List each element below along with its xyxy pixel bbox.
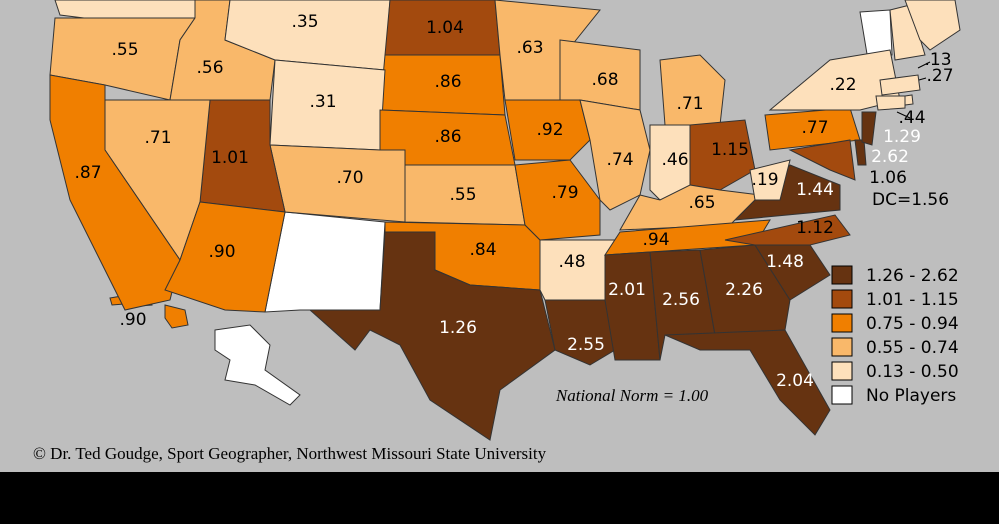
state [854, 139, 867, 166]
leader-line [896, 111, 911, 119]
legend-label: 1.26 - 2.62 [866, 266, 959, 286]
state-value: .46 [661, 150, 688, 170]
leader-line [917, 61, 931, 69]
state-value: .55 [449, 185, 476, 205]
state [699, 244, 791, 336]
state-labels: .55 .56 .35 1.04 .86 .31 .86 .55 .84 1.26 .70 1.01.… [74, 12, 953, 391]
state-value: .90 [208, 242, 235, 262]
legend-swatch [831, 337, 853, 357]
state-value: .63 [516, 38, 543, 58]
state [889, 4, 926, 61]
state [861, 111, 877, 146]
state-value: .56 [196, 58, 223, 78]
state-value: 2.56 [662, 290, 700, 310]
state-value: 1.15 [711, 140, 749, 160]
state [264, 211, 386, 313]
state-value: .71 [676, 94, 703, 114]
state-value: 1.48 [766, 252, 804, 272]
state [904, 0, 961, 51]
state [904, 94, 914, 106]
state-value: 1.12 [796, 218, 834, 238]
state-value: .79 [551, 183, 578, 203]
state-value: .87 [74, 163, 101, 183]
legend-swatch [831, 385, 853, 405]
state [604, 251, 661, 361]
state-value: .90 [119, 310, 146, 330]
state-value: 1.04 [426, 18, 464, 38]
state [619, 184, 762, 231]
state [879, 74, 921, 96]
legend-label: 0.75 - 0.94 [866, 314, 959, 334]
state-value: .13 [924, 50, 951, 70]
state-value: 2.62 [871, 147, 909, 167]
state-value: 2.26 [725, 280, 763, 300]
state-value: .48 [558, 252, 585, 272]
state-value: .94 [642, 230, 669, 250]
states [49, 0, 961, 441]
state [308, 231, 556, 441]
legend-label: 1.01 - 1.15 [866, 290, 959, 310]
state-value: .27 [926, 66, 953, 86]
dc-label: DC=1.56 [872, 190, 949, 210]
legend-label: 0.13 - 0.50 [866, 362, 959, 382]
legend-swatch [831, 265, 853, 285]
legend: 1.26 - 2.62 1.01 - 1.15 0.75 - 0.94 0.55 - … [831, 265, 959, 406]
state [164, 304, 189, 329]
footer-bar [0, 472, 999, 524]
state [49, 74, 181, 311]
state-value: 1.26 [439, 318, 477, 338]
state-value: .84 [469, 240, 496, 260]
state-value: 1.29 [883, 127, 921, 147]
state-value: .92 [536, 120, 563, 140]
state-value: .19 [751, 170, 778, 190]
state-value: 1.06 [869, 168, 907, 188]
state-value: .74 [606, 150, 633, 170]
state-value: .77 [801, 118, 828, 138]
credit: © Dr. Ted Goudge, Sport Geographer, Nort… [33, 444, 547, 463]
state-value: 2.01 [608, 280, 646, 300]
state-value: .71 [144, 128, 171, 148]
state-value: .68 [591, 70, 618, 90]
state-value: .55 [111, 40, 138, 60]
state-value: .86 [434, 127, 461, 147]
state-value: .31 [309, 92, 336, 112]
state [214, 324, 301, 406]
norm-note: National Norm = 1.00 [555, 386, 709, 405]
state-value: .22 [829, 75, 856, 95]
state-value: .65 [688, 193, 715, 213]
legend-label: No Players [866, 386, 956, 406]
legend-swatch [831, 289, 853, 309]
state-value: 2.04 [776, 371, 814, 391]
state [788, 139, 856, 181]
state [544, 299, 616, 366]
state-value: .44 [898, 108, 925, 128]
state [875, 95, 906, 111]
state-value: .86 [434, 72, 461, 92]
legend-swatch [831, 313, 853, 333]
state [54, 0, 196, 21]
legend-label: 0.55 - 0.74 [866, 338, 959, 358]
state-value: .70 [336, 168, 363, 188]
state [164, 201, 286, 313]
state [749, 159, 791, 201]
state-value: 1.01 [211, 148, 249, 168]
state-value: 2.55 [567, 335, 605, 355]
state [659, 54, 726, 126]
state [514, 159, 601, 241]
state [579, 99, 651, 211]
state [724, 214, 851, 246]
state [859, 9, 893, 61]
state [768, 49, 901, 111]
state [664, 329, 831, 436]
state-value: .35 [291, 12, 318, 32]
state [689, 119, 756, 191]
state-value: 1.44 [796, 180, 834, 200]
legend-swatch [831, 361, 853, 381]
